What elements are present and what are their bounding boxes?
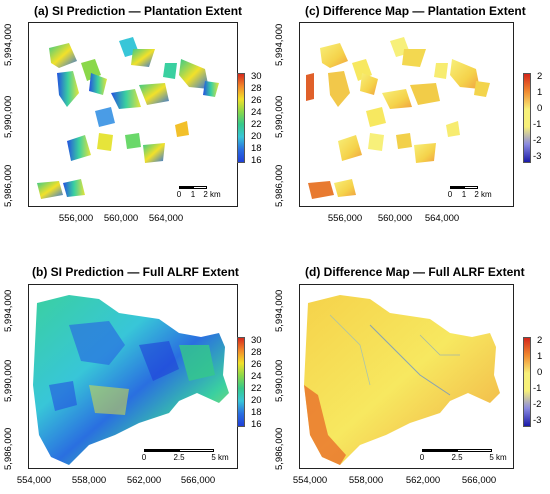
difference-colorbar xyxy=(523,73,531,163)
panel-c-map-frame: 0 1 2 km xyxy=(299,22,514,207)
scalebar-label-0: 0 xyxy=(447,190,453,199)
legend-tick: -2 xyxy=(533,135,542,146)
x-tick: 564,000 xyxy=(148,213,184,224)
x-tick: 556,000 xyxy=(58,213,94,224)
x-tick: 558,000 xyxy=(348,475,384,486)
y-tick: 5,990,000 xyxy=(3,95,14,138)
scalebar-label-2: 2 km xyxy=(474,190,492,199)
y-tick: 5,990,000 xyxy=(274,359,285,402)
y-tick: 5,986,000 xyxy=(3,164,14,207)
scalebar-label-1: 1 xyxy=(190,190,196,199)
scalebar-label-2: 5 km xyxy=(489,453,507,462)
y-tick: 5,986,000 xyxy=(3,427,14,470)
x-tick: 554,000 xyxy=(292,475,328,486)
difference-alrf-extent xyxy=(304,295,500,465)
x-tick: 566,000 xyxy=(180,475,216,486)
scalebar-label-0: 0 xyxy=(176,190,182,199)
scalebar-label-2: 5 km xyxy=(211,453,229,462)
legend-tick: 0 xyxy=(537,103,543,114)
y-tick: 5,986,000 xyxy=(274,427,285,470)
x-tick: 558,000 xyxy=(71,475,107,486)
legend-tick: 20 xyxy=(251,131,262,142)
panel-a-map xyxy=(37,37,219,199)
y-tick: 5,994,000 xyxy=(274,23,285,66)
y-tick: 5,986,000 xyxy=(274,164,285,207)
panel-d-title: (d) Difference Map — Full ALRF Extent xyxy=(305,265,525,279)
panel-c-map xyxy=(306,37,490,199)
legend-tick: 30 xyxy=(251,335,262,346)
scalebar-label-1: 2.5 xyxy=(451,453,463,462)
legend-tick: 28 xyxy=(251,347,262,358)
x-tick: 556,000 xyxy=(327,213,363,224)
x-tick: 554,000 xyxy=(16,475,52,486)
legend-tick: 18 xyxy=(251,407,262,418)
y-tick: 5,994,000 xyxy=(3,289,14,332)
scalebar-label-0: 0 xyxy=(141,453,147,462)
legend-tick: 16 xyxy=(251,419,262,430)
si-colorbar xyxy=(237,73,245,163)
x-tick: 560,000 xyxy=(103,213,139,224)
y-tick: 5,990,000 xyxy=(274,95,285,138)
x-tick: 564,000 xyxy=(424,213,460,224)
alrf-extent xyxy=(33,295,229,465)
difference-patches xyxy=(306,37,490,199)
panel-d-map xyxy=(304,295,500,465)
x-tick: 562,000 xyxy=(405,475,441,486)
scalebar-label-1: 1 xyxy=(461,190,467,199)
panel-b-map-frame: 0 2.5 5 km xyxy=(28,284,238,469)
legend-tick: 24 xyxy=(251,107,262,118)
si-colorbar xyxy=(237,337,245,427)
legend-tick: -1 xyxy=(533,383,542,394)
x-tick: 566,000 xyxy=(461,475,497,486)
legend-tick: 28 xyxy=(251,83,262,94)
legend-tick: 1 xyxy=(537,87,543,98)
panel-b-title: (b) SI Prediction — Full ALRF Extent xyxy=(32,265,239,279)
legend-tick: 24 xyxy=(251,371,262,382)
legend-tick: -3 xyxy=(533,415,542,426)
scalebar-label-0: 0 xyxy=(419,453,425,462)
legend-tick: 16 xyxy=(251,155,262,166)
legend-tick: 2 xyxy=(537,335,543,346)
panel-c-title: (c) Difference Map — Plantation Extent xyxy=(305,4,526,18)
legend-tick: 18 xyxy=(251,143,262,154)
legend-tick: 26 xyxy=(251,95,262,106)
legend-tick: -2 xyxy=(533,399,542,410)
y-tick: 5,994,000 xyxy=(3,23,14,66)
panel-a-title: (a) SI Prediction — Plantation Extent xyxy=(34,4,243,18)
legend-tick: -3 xyxy=(533,151,542,162)
x-tick: 562,000 xyxy=(126,475,162,486)
legend-tick: 1 xyxy=(537,351,543,362)
scalebar-label-1: 2.5 xyxy=(173,453,185,462)
legend-tick: 26 xyxy=(251,359,262,370)
y-tick: 5,994,000 xyxy=(274,289,285,332)
difference-colorbar xyxy=(523,337,531,427)
plantation-patches xyxy=(37,37,219,199)
legend-tick: 20 xyxy=(251,395,262,406)
y-tick: 5,990,000 xyxy=(3,359,14,402)
legend-tick: 22 xyxy=(251,383,262,394)
legend-tick: 0 xyxy=(537,367,543,378)
legend-tick: -1 xyxy=(533,119,542,130)
scalebar-label-2: 2 km xyxy=(203,190,221,199)
legend-tick: 30 xyxy=(251,71,262,82)
panel-a-map-frame: 0 1 2 km xyxy=(28,22,238,207)
panel-b-map xyxy=(33,295,229,465)
x-tick: 560,000 xyxy=(377,213,413,224)
panel-d-map-frame: 0 2.5 5 km xyxy=(299,284,514,469)
legend-tick: 2 xyxy=(537,71,543,82)
legend-tick: 22 xyxy=(251,119,262,130)
